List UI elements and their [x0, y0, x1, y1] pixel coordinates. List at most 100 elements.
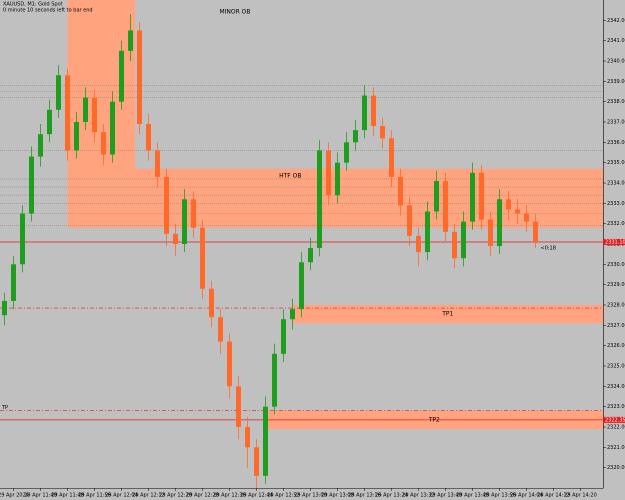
y-tick-label: 2342.00 [607, 18, 625, 24]
candle-body [380, 126, 385, 139]
candle-body [218, 317, 223, 342]
x-tick-label: 29 Apr 13:00 [294, 493, 327, 499]
candle-body [254, 447, 259, 476]
y-tick-label: 2332.00 [607, 221, 625, 227]
y-tick-label: 2337.00 [607, 120, 625, 126]
x-tick-label: 29 Apr 13:48 [456, 493, 489, 499]
x-tick-label: 29 Apr 11:56 [78, 493, 111, 499]
y-tick-label: 2333.00 [607, 201, 625, 207]
candle-body [92, 97, 97, 133]
candle-body [515, 209, 520, 214]
candle-body [245, 427, 250, 448]
candle-body [326, 150, 331, 196]
candle-body [281, 319, 286, 354]
candle-body [173, 233, 178, 244]
candle-body [362, 95, 367, 131]
candle-body [335, 162, 340, 196]
x-tick-label: 29 Apr 12:28 [186, 493, 219, 499]
level-label: TP [1, 405, 8, 411]
y-tick-label: 2323.00 [607, 404, 625, 410]
y-tick-label: 2335.00 [607, 160, 625, 166]
y-tick-label: 2338.00 [607, 99, 625, 105]
candle-body [209, 288, 214, 318]
zone-label: TP2 [428, 416, 440, 423]
candle-body [263, 406, 268, 476]
y-tick-label: 2320.00 [607, 465, 625, 471]
zone [292, 305, 603, 324]
candle-body [110, 101, 115, 155]
candle-body [146, 124, 151, 151]
candle-body [200, 227, 205, 289]
candle-body [2, 300, 7, 316]
countdown: <0:18 [541, 245, 556, 251]
y-tick-label: 2328.00 [607, 303, 625, 309]
candle-body [407, 205, 412, 236]
x-tick-label: 29 Apr 14:20 [564, 493, 597, 499]
candle-body [524, 213, 529, 222]
y-tick-label: 2327.00 [607, 323, 625, 329]
x-tick-label: 29 Apr 13:32 [402, 493, 435, 499]
candle-body [308, 248, 313, 263]
zone-label: MINOR OB [219, 9, 250, 16]
candle-body [470, 172, 475, 222]
candle-body [353, 130, 358, 143]
candle-body [236, 386, 241, 427]
x-tick-label: 29 Apr 13:56 [483, 493, 516, 499]
x-tick-label: 29 Apr 12:44 [240, 493, 273, 499]
candle-body [488, 219, 493, 247]
y-tick-label: 2324.00 [607, 384, 625, 390]
candle-body [155, 150, 160, 177]
zone-label: TP1 [441, 311, 453, 318]
candle-body [164, 176, 169, 234]
candle-body [461, 221, 466, 259]
candle-body [443, 180, 448, 232]
candle-body [299, 262, 304, 310]
candle-body [389, 138, 394, 177]
x-tick-label: 29 Apr 13:40 [429, 493, 462, 499]
candle-body [533, 221, 538, 242]
x-tick-label: 29 Apr 11:48 [51, 493, 84, 499]
price-tag-label: 2322.35 [605, 417, 625, 423]
plot-area: TP MINOR OB HTF OB TP1 TP2 <0:18 [0, 0, 603, 488]
price-tag [603, 416, 625, 423]
y-tick-label: 2326.00 [607, 343, 625, 349]
candle-body [101, 132, 106, 155]
candle-body [191, 199, 196, 228]
y-tick-label: 2339.00 [607, 79, 625, 85]
x-tick-label: 29 Apr 2024 [0, 493, 29, 499]
candle-body [128, 30, 133, 51]
candle-body [83, 97, 88, 122]
candle-body [29, 156, 34, 214]
x-tick-label: 29 Apr 12:36 [213, 493, 246, 499]
x-tick-label: 29 Apr 13:16 [348, 493, 381, 499]
x-tick-label: 29 Apr 12:12 [132, 493, 165, 499]
candle-body [119, 50, 124, 102]
y-tick-label: 2336.00 [607, 140, 625, 146]
candle-body [56, 75, 61, 110]
candle-body [416, 235, 421, 253]
candle-body [227, 341, 232, 387]
y-tick-label: 2329.00 [607, 282, 625, 288]
candle-body [506, 199, 511, 210]
candle-body [452, 231, 457, 259]
x-tick-label: 29 Apr 12:20 [159, 493, 192, 499]
candle-body [425, 211, 430, 253]
x-tick-label: 29 Apr 12:52 [267, 493, 300, 499]
y-tick-label: 2330.00 [607, 262, 625, 268]
candle-body [65, 75, 70, 151]
candle-body [272, 353, 277, 407]
candle-body [38, 134, 43, 157]
candle-body [74, 122, 79, 151]
candle-body [479, 172, 484, 220]
chart-title: XAUUSD, M1: Gold Spot [3, 2, 63, 8]
chart-subtitle: 0 minute 10 seconds left to bar end [3, 8, 93, 14]
candle-body [371, 95, 376, 127]
y-tick-label: 2322.00 [607, 425, 625, 431]
y-tick-label: 2321.00 [607, 445, 625, 451]
y-tick-label: 2334.00 [607, 181, 625, 187]
price-tag-label: 2331.10 [605, 239, 625, 245]
candle-body [20, 213, 25, 265]
x-tick-label: 29 Apr 11:40 [24, 493, 57, 499]
